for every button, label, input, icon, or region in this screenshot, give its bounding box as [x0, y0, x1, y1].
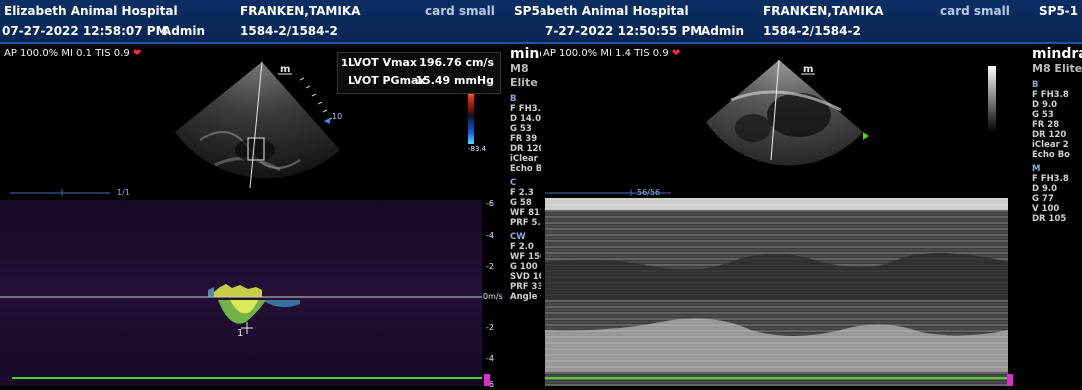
section-title: C	[510, 178, 517, 188]
param: G 53	[510, 124, 532, 134]
param: F FH3.8	[1032, 174, 1069, 184]
operator: Admin	[701, 24, 745, 38]
focus-marker-icon	[863, 132, 869, 140]
param: F FH3.8	[510, 104, 541, 114]
doppler-scale-tick: -4	[486, 231, 494, 240]
model-name: M8 Elite	[510, 62, 538, 89]
param: iClear 2	[510, 154, 541, 164]
param: iClear 2	[1032, 140, 1069, 150]
probe-preset: card small	[425, 4, 495, 18]
param: FR 28	[1032, 120, 1060, 130]
b-mode-sector	[175, 62, 340, 179]
param: G 58	[510, 198, 532, 208]
section-title: M	[1032, 164, 1041, 174]
param: Echo Bo	[1032, 150, 1071, 160]
svg-text:1: 1	[237, 328, 243, 339]
cine-counter: 56/56	[637, 188, 661, 197]
probe-code: SP5-1	[1039, 4, 1079, 18]
brand-logo: mindray	[1032, 46, 1082, 62]
doppler-scale-tick: -2	[486, 323, 494, 332]
param: PRF 5.0	[510, 218, 541, 228]
doppler-scale-tick: -6	[486, 199, 494, 208]
measurement-panel: 1 LVOT Vmax 196.76 cm/s LVOT PGmax 15.49…	[337, 52, 501, 94]
sample-gate-box	[247, 137, 265, 161]
heart-icon: ❤	[671, 48, 681, 59]
patient-id: 1584-2/1584-2	[763, 24, 861, 38]
measurement-row: LVOT PGmax 15.49 mmHg	[348, 74, 494, 87]
timeline-bar	[12, 377, 482, 379]
cine-position-marker[interactable]	[1007, 374, 1013, 386]
model-name: M8 Elite	[1032, 62, 1082, 75]
param: G 53	[1032, 110, 1054, 120]
color-scale-low: -83.4	[468, 145, 487, 153]
section-title: B	[1032, 80, 1039, 90]
heart-icon: ❤	[132, 48, 142, 59]
spectral-waveform	[208, 284, 300, 324]
left-parameter-sidebar: mindray M8 Elite B F FH3.8 D 14.0 G 53 F…	[510, 46, 541, 302]
cw-cursor-line	[249, 61, 263, 189]
left-image-canvas: m 1	[0, 61, 482, 386]
exam-datetime: 7-27-2022 12:50:55 PM	[545, 24, 703, 38]
param: PRF 33.	[510, 282, 541, 292]
clinic-name: Elizabeth Animal Hospital	[4, 4, 178, 18]
clinic-name: Elizabeth Animal Hospital	[541, 4, 689, 18]
param: WF 817	[510, 208, 541, 218]
measurement-row: LVOT Vmax 196.76 cm/s	[348, 56, 494, 69]
probe-code: SP5-1	[514, 4, 541, 18]
svg-text:m: m	[280, 64, 290, 75]
right-parameter-sidebar: mindray M8 Elite B F FH3.8 D 9.0 G 53 FR…	[1032, 46, 1082, 224]
doppler-scale-tick: 0m/s	[483, 292, 503, 301]
param: D 9.0	[1032, 184, 1058, 194]
grey-scale-bar	[988, 66, 996, 132]
m-mode-cursor-line	[770, 59, 780, 161]
param: DR 120	[510, 144, 541, 154]
param: Echo Bo	[510, 164, 541, 174]
right-image-canvas: m	[545, 59, 1008, 386]
cine-position-marker[interactable]	[484, 374, 490, 386]
acoustic-power-status: AP 100.0% MI 1.4 TIS 0.9 ❤	[543, 48, 681, 59]
exam-datetime: 07-27-2022 12:58:07 PM	[2, 24, 168, 38]
left-header: Elizabeth Animal Hospital FRANKEN,TAMIKA…	[0, 0, 541, 42]
right-ultrasound-view: Elizabeth Animal Hospital FRANKEN,TAMIKA…	[541, 0, 1082, 390]
cine-counter: 1/1	[117, 188, 130, 197]
section-title: CW	[510, 232, 526, 242]
right-header: Elizabeth Animal Hospital FRANKEN,TAMIKA…	[541, 0, 1082, 42]
param: D 14.0	[510, 114, 541, 124]
param: DR 120	[1032, 130, 1067, 140]
operator: Admin	[162, 24, 206, 38]
param: Angle 0	[510, 292, 541, 302]
patient-id: 1584-2/1584-2	[240, 24, 338, 38]
param: DR 105	[1032, 214, 1067, 224]
probe-preset: card small	[940, 4, 1010, 18]
param: WF 150	[510, 252, 541, 262]
patient-name: FRANKEN,TAMIKA	[240, 4, 361, 18]
header-divider	[0, 42, 541, 44]
param: G 100	[510, 262, 538, 272]
param: V 100	[1032, 204, 1060, 214]
param: F FH3.8	[1032, 90, 1069, 100]
acoustic-power-status: AP 100.0% MI 0.1 TIS 0.9 ❤	[4, 48, 142, 59]
doppler-scale-tick: -4	[486, 354, 494, 363]
param: FR 39	[510, 134, 538, 144]
color-scale-bar	[468, 86, 474, 144]
param: F 2.3	[510, 188, 534, 198]
doppler-scale-tick: -2	[486, 262, 494, 271]
param: F 2.0	[510, 242, 534, 252]
measurement-index: 1	[341, 58, 348, 69]
patient-name: FRANKEN,TAMIKA	[763, 4, 884, 18]
section-title: B	[510, 94, 517, 104]
param: SVD 10	[510, 272, 541, 282]
header-divider	[541, 42, 1082, 44]
left-ultrasound-view: Elizabeth Animal Hospital FRANKEN,TAMIKA…	[0, 0, 541, 390]
depth-tick: 10	[332, 112, 343, 121]
svg-text:m: m	[803, 64, 813, 75]
param: D 9.0	[1032, 100, 1058, 110]
measure-crosshair-icon	[241, 322, 253, 334]
focus-marker-icon	[324, 118, 330, 124]
param: G 77	[1032, 194, 1054, 204]
brand-logo: mindray	[510, 46, 541, 62]
